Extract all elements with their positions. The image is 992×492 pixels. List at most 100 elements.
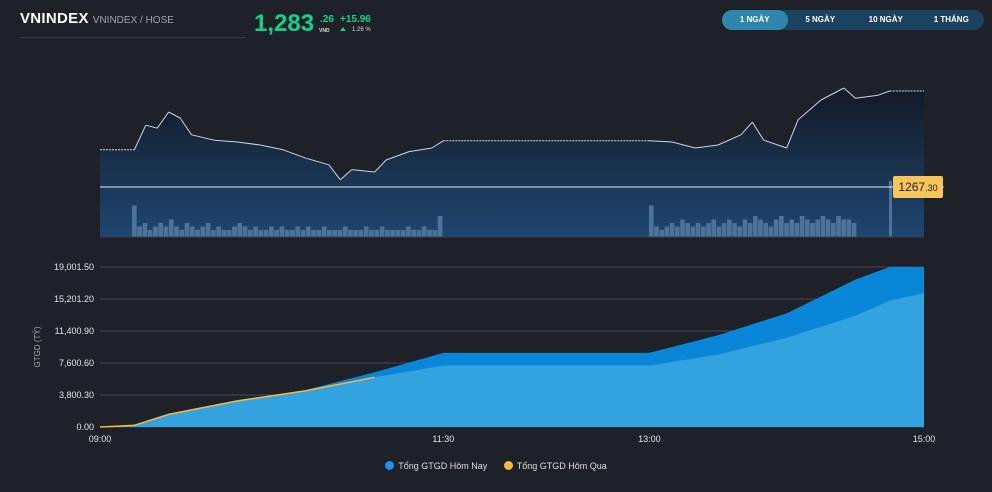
price-line-segment bbox=[786, 119, 799, 149]
volume-bar bbox=[784, 223, 789, 237]
volume-bar bbox=[242, 226, 248, 237]
volume-bar bbox=[758, 219, 763, 237]
volume-bar bbox=[716, 226, 722, 237]
y-tick-label: 0.00 bbox=[76, 422, 94, 432]
volume-bar bbox=[810, 223, 815, 237]
volume-bar bbox=[685, 223, 690, 237]
currency-label: VND bbox=[319, 28, 330, 34]
price-line-segment bbox=[843, 87, 856, 99]
price-area bbox=[100, 88, 924, 237]
tab-10-days[interactable]: 10 NGÀY bbox=[868, 15, 903, 24]
volume-bar bbox=[395, 230, 401, 237]
volume-bar bbox=[742, 219, 748, 237]
symbol-exchange: VNINDEX / HOSE bbox=[92, 15, 174, 26]
volume-bar bbox=[358, 230, 364, 237]
y-tick-label: 11,400.90 bbox=[55, 326, 94, 336]
volume-bar bbox=[799, 216, 805, 237]
price-line-segment bbox=[763, 139, 787, 149]
volume-bar bbox=[195, 230, 200, 237]
volume-bar bbox=[727, 219, 732, 237]
price-line-segment bbox=[385, 151, 410, 161]
volume-bar bbox=[421, 226, 427, 237]
price-line-segment bbox=[237, 141, 261, 146]
volume-bar bbox=[327, 230, 332, 237]
tab-1-day[interactable]: 1 NGÀY bbox=[722, 10, 788, 30]
price-change: +15.96 bbox=[340, 14, 371, 25]
volume-bar bbox=[237, 223, 243, 237]
volume-bar bbox=[768, 226, 774, 237]
volume-bar bbox=[247, 230, 253, 237]
volume-bar bbox=[305, 226, 311, 237]
price-line-segment bbox=[751, 121, 765, 141]
price-integer: 1,283 bbox=[254, 10, 315, 37]
price-change-pct: 1.26 % bbox=[352, 27, 371, 33]
price-line-segment bbox=[340, 169, 353, 181]
y-tick-label: 15,201.20 bbox=[54, 294, 94, 304]
volume-bar bbox=[675, 226, 680, 237]
volume-bar bbox=[332, 230, 337, 237]
volume-bar bbox=[695, 223, 701, 237]
volume-bar bbox=[369, 230, 374, 237]
volume-bar bbox=[163, 226, 169, 237]
price-line-segment bbox=[282, 149, 307, 159]
volume-bar bbox=[179, 230, 185, 237]
price-change-pct-row: 1.26 % bbox=[340, 27, 371, 33]
volume-bar bbox=[649, 205, 654, 237]
volume-bar bbox=[205, 223, 211, 237]
legend-today-label: Tổng GTGD Hôm Nay bbox=[398, 461, 488, 471]
price-line-segment bbox=[717, 134, 742, 146]
volume-bar bbox=[831, 223, 836, 237]
volume-bar bbox=[706, 223, 711, 237]
volume-bar bbox=[701, 226, 706, 237]
volume-bar bbox=[226, 230, 232, 237]
volume-bar bbox=[889, 181, 892, 237]
volume-bar bbox=[342, 226, 348, 237]
x-tick-label: 09:00 bbox=[89, 434, 112, 444]
volume-bar bbox=[841, 219, 846, 237]
volume-bar bbox=[836, 216, 841, 237]
y-axis-label: GTGD (TỶ) bbox=[33, 326, 42, 367]
volume-bar bbox=[274, 230, 279, 237]
price-line-segment bbox=[408, 147, 432, 153]
price-line-segment bbox=[179, 117, 192, 136]
tab-1-month[interactable]: 1 THÁNG bbox=[933, 15, 969, 24]
volume-bar bbox=[711, 219, 716, 237]
legend-yesterday[interactable]: Tổng GTGD Hôm Qua bbox=[503, 461, 607, 471]
volume-bar bbox=[437, 216, 443, 237]
volume-bar bbox=[269, 226, 274, 237]
volume-bar bbox=[258, 230, 264, 237]
volume-bar bbox=[851, 223, 857, 237]
price-line-segment bbox=[695, 144, 719, 149]
volume-bar bbox=[184, 223, 190, 237]
y-tick-label: 19,001.50 bbox=[54, 262, 94, 272]
volume-bar bbox=[295, 226, 301, 237]
range-tabs: 1 NGÀY 5 NGÀY 10 NGÀY 1 THÁNG bbox=[722, 10, 984, 30]
volume-bar bbox=[348, 230, 353, 237]
volume-bar bbox=[411, 230, 417, 237]
legend-today[interactable]: Tổng GTGD Hôm Nay bbox=[385, 461, 487, 471]
volume-bar bbox=[753, 216, 758, 237]
volume-bar bbox=[232, 226, 237, 237]
x-tick-label: 13:00 bbox=[638, 434, 661, 444]
legend-dot-yesterday bbox=[503, 461, 513, 470]
price-line-segment bbox=[855, 94, 879, 99]
volume-bar bbox=[846, 219, 852, 237]
symbol-name: VNINDEX bbox=[20, 10, 89, 27]
price-line-segment bbox=[191, 134, 215, 141]
volume-bar bbox=[416, 230, 422, 237]
volume-bar bbox=[737, 226, 742, 237]
volume-bar bbox=[174, 226, 179, 237]
volume-bar bbox=[168, 219, 174, 237]
price-line-segment bbox=[672, 141, 696, 149]
price-line-segment bbox=[214, 139, 238, 143]
tab-5-days[interactable]: 5 NGÀY bbox=[805, 15, 836, 24]
volume-bar bbox=[311, 230, 316, 237]
volume-bar bbox=[284, 230, 290, 237]
volume-bar bbox=[390, 230, 395, 237]
price-line-segment bbox=[133, 124, 147, 151]
price-line-segment bbox=[740, 121, 753, 136]
price-line-segment bbox=[797, 99, 822, 121]
volume-bar bbox=[406, 226, 411, 237]
volume-bar bbox=[300, 230, 306, 237]
